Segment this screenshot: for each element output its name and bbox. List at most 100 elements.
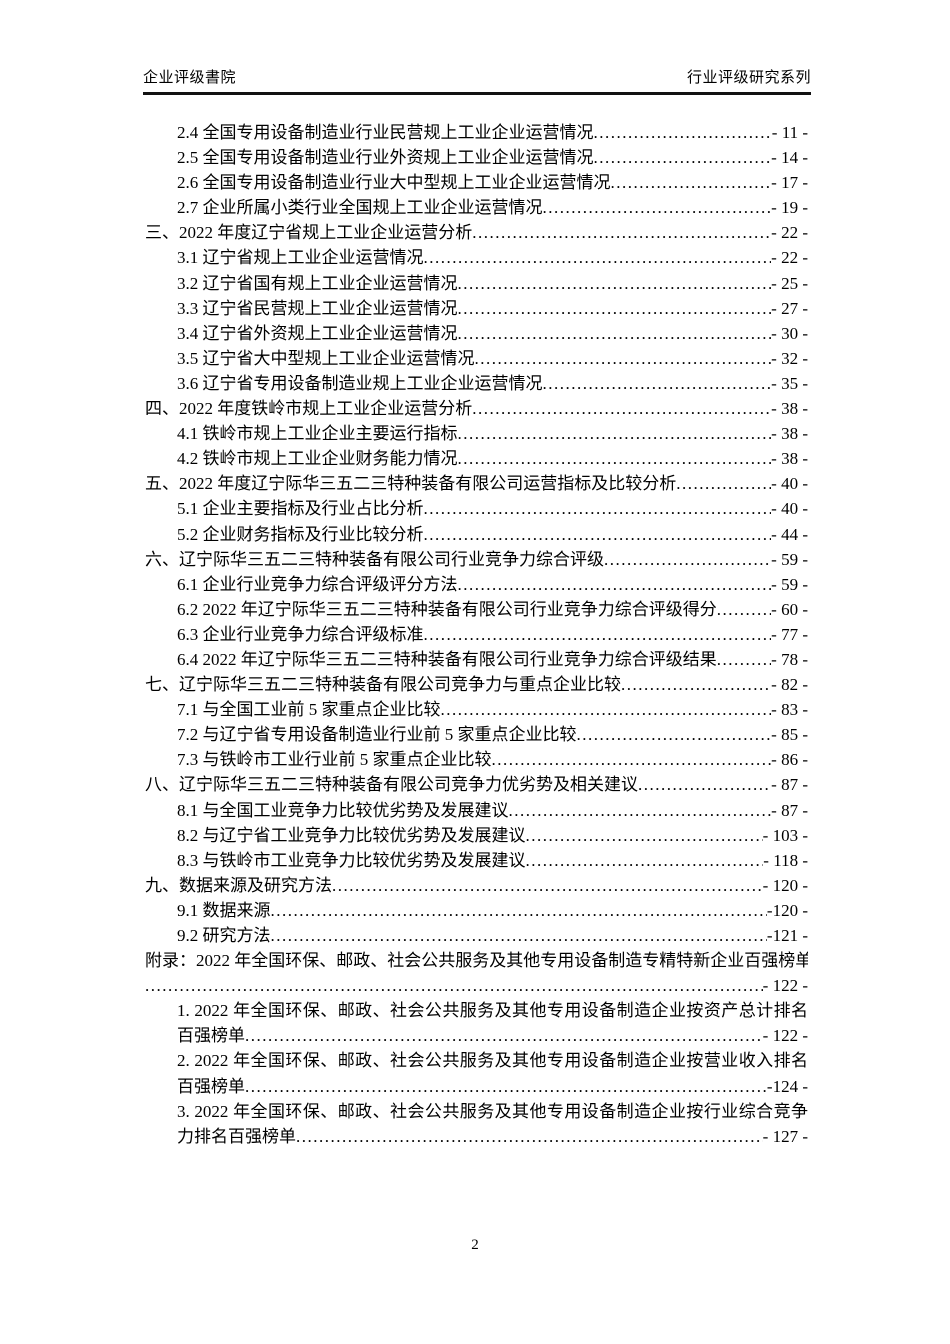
toc-page-number: -120 - [766, 900, 808, 920]
toc-entry[interactable]: 7.3 与铁岭市工业行业前 5 家重点企业比较.................… [145, 747, 808, 772]
toc-entry-text: 5.2 企业财务指标及行业比较分析 [177, 524, 424, 544]
toc-entry[interactable]: 八、辽宁际华三五二三特种装备有限公司竞争力优劣势及相关建议...........… [145, 772, 808, 797]
dot-leader: ........................................… [440, 700, 772, 720]
document-header: 企业评级書院 行业评级研究系列 [143, 66, 811, 95]
toc-entry-text: 9.2 研究方法 [177, 926, 271, 945]
toc-entry[interactable]: 2. 2022 年全国环保、邮政、社会公共服务及其他专用设备制造企业按营业收入排… [145, 1048, 808, 1098]
toc-entry-text: 3. 2022 年全国环保、邮政、社会公共服务及其他专用设备制造企业按行业综合竞… [177, 1101, 808, 1121]
header-right-text: 行业评级研究系列 [686, 70, 811, 86]
toc-entry-text: 3.1 辽宁省规上工业企业运营情况 [177, 248, 424, 268]
dot-leader: ........................................… [542, 373, 772, 393]
toc-entry[interactable]: 7.2 与辽宁省专用设备制造业行业前 5 家重点企业比较............… [145, 722, 808, 747]
toc-entry[interactable]: 2.7 企业所属小类行业全国规上工业企业运营情况................… [145, 195, 808, 220]
toc-entry[interactable]: 9.2 研究方法................................… [145, 923, 808, 948]
toc-entry[interactable]: 2.6 全国专用设备制造业行业大中型规上工业企业运营情况............… [145, 170, 808, 195]
toc-entry[interactable]: 3. 2022 年全国环保、邮政、社会公共服务及其他专用设备制造企业按行业综合竞… [145, 1099, 808, 1149]
toc-entry-text: 5.1 企业主要指标及行业占比分析 [177, 499, 424, 519]
toc-page-number: - 87 - [771, 775, 808, 795]
toc-page-number: - 85 - [771, 725, 808, 745]
toc-entry[interactable]: 9.1 数据来源................................… [145, 898, 808, 923]
toc-entry[interactable]: 四、2022 年度铁岭市规上工业企业运营分析..................… [145, 396, 808, 421]
toc-entry[interactable]: 7.1 与全国工业前 5 家重点企业比较....................… [145, 697, 808, 722]
toc-page-number: - 77 - [771, 624, 808, 644]
toc-entry-text: 六、辽宁际华三五二三特种装备有限公司行业竞争力综合评级 [145, 549, 604, 569]
dot-leader: ........................................… [576, 725, 772, 745]
toc-entry-row: 4.1 铁岭市规上工业企业主要运行指标.....................… [177, 421, 808, 446]
toc-entry-row: 3.4 辽宁省外资规上工业企业运营情况.....................… [177, 321, 808, 346]
toc-entry-text: 3.5 辽宁省大中型规上工业企业运营情况 [177, 348, 475, 368]
toc-entry[interactable]: 3.5 辽宁省大中型规上工业企业运营情况....................… [145, 346, 808, 371]
toc-page-number: - 32 - [771, 348, 808, 368]
toc-entry-text: 8.1 与全国工业竞争力比较优劣势及发展建议 [177, 800, 509, 820]
toc-entry[interactable]: 8.3 与铁岭市工业竞争力比较优劣势及发展建议.................… [145, 848, 808, 873]
toc-entry[interactable]: 五、2022 年度辽宁际华三五二三特种装备有限公司运营指标及比较分析......… [145, 471, 808, 496]
toc-entry-row: 3.2 辽宁省国有规上工业企业运营情况.....................… [177, 271, 808, 296]
dot-leader: ........................................… [457, 449, 772, 469]
toc-entry[interactable]: 3.2 辽宁省国有规上工业企业运营情况.....................… [145, 271, 808, 296]
toc-entry[interactable]: 8.2 与辽宁省工业竞争力比较优劣势及发展建议.................… [145, 823, 808, 848]
toc-entry-text: 2.4 全国专用设备制造业行业民营规上工业企业运营情况 [177, 123, 594, 142]
toc-entry[interactable]: 4.2 铁岭市规上工业企业财务能力情况.....................… [145, 446, 808, 471]
toc-entry[interactable]: 4.1 铁岭市规上工业企业主要运行指标.....................… [145, 421, 808, 446]
dot-leader: ........................................… [593, 148, 772, 168]
toc-entry[interactable]: 6.4 2022 年辽宁际华三五二三特种装备有限公司行业竞争力综合评级结果...… [145, 647, 808, 672]
toc-page-number: - 22 - [771, 223, 808, 243]
toc-entry-row: 7.2 与辽宁省专用设备制造业行业前 5 家重点企业比较............… [177, 722, 808, 747]
page-number: 2 [471, 1237, 479, 1253]
toc-entry-row: 3.6 辽宁省专用设备制造业规上工业企业运营情况................… [177, 371, 808, 396]
toc-page-number: - 27 - [771, 298, 808, 318]
toc-entry[interactable]: 附录：2022 年全国环保、邮政、社会公共服务及其他专用设备制造专精特新企业百强… [145, 948, 808, 998]
dot-leader: ........................................… [270, 926, 767, 945]
toc-page-number: - 103 - [762, 825, 808, 845]
toc-entry-row: 9.1 数据来源................................… [177, 898, 808, 923]
toc-entry-text: 附录：2022 年全国环保、邮政、社会公共服务及其他专用设备制造专精特新企业百强… [145, 951, 808, 971]
toc-entry[interactable]: 六、辽宁际华三五二三特种装备有限公司行业竞争力综合评级.............… [145, 547, 808, 572]
dot-leader: ........................................… [457, 298, 772, 318]
toc-page-number: - 38 - [771, 449, 808, 469]
dot-leader: ........................................… [474, 348, 772, 368]
toc-entry[interactable]: 3.6 辽宁省专用设备制造业规上工业企业运营情况................… [145, 371, 808, 396]
toc-entry[interactable]: 6.3 企业行业竞争力综合评级标准.......................… [145, 622, 808, 647]
toc-page-number: - 122 - [762, 976, 808, 996]
toc-entry[interactable]: 6.1 企业行业竞争力综合评级评分方法.....................… [145, 572, 808, 597]
dot-leader: ........................................… [423, 624, 772, 644]
dot-leader: ........................................… [270, 900, 767, 920]
dot-leader: ........................................… [525, 825, 763, 845]
toc-entry-text: 百强榜单 [177, 1026, 245, 1046]
toc-page-number: - 40 - [771, 474, 808, 494]
toc-page-number: - 17 - [771, 173, 808, 193]
toc-page-number: - 38 - [771, 399, 808, 419]
toc-entry[interactable]: 5.2 企业财务指标及行业比较分析.......................… [145, 522, 808, 547]
toc-entry-row: 6.1 企业行业竞争力综合评级评分方法.....................… [177, 572, 808, 597]
toc-entry[interactable]: 3.4 辽宁省外资规上工业企业运营情况.....................… [145, 321, 808, 346]
toc-entry[interactable]: 1. 2022 年全国环保、邮政、社会公共服务及其他专用设备制造企业按资产总计排… [145, 998, 808, 1048]
toc-entry[interactable]: 3.1 辽宁省规上工业企业运营情况.......................… [145, 245, 808, 270]
toc-page-number: - 40 - [771, 499, 808, 519]
toc-entry[interactable]: 5.1 企业主要指标及行业占比分析.......................… [145, 496, 808, 521]
toc-entry-text: 八、辽宁际华三五二三特种装备有限公司竞争力优劣势及相关建议 [145, 775, 638, 795]
toc-entry[interactable]: 九、数据来源及研究方法.............................… [145, 873, 808, 898]
toc-page-number: -121 - [766, 926, 808, 945]
toc-entry[interactable]: 8.1 与全国工业竞争力比较优劣势及发展建议..................… [145, 798, 808, 823]
toc-entry[interactable]: 2.5 全国专用设备制造业行业外资规上工业企业运营情况.............… [145, 145, 808, 170]
toc-entry[interactable]: 2.4 全国专用设备制造业行业民营规上工业企业运营情况.............… [145, 120, 808, 145]
toc-page-number: - 87 - [771, 800, 808, 820]
toc-entry-row: 5.2 企业财务指标及行业比较分析.......................… [177, 522, 808, 547]
toc-page-number: - 86 - [771, 750, 808, 770]
toc-entry[interactable]: 三、2022 年度辽宁省规上工业企业运营分析..................… [145, 220, 808, 245]
dot-leader: ........................................… [332, 875, 763, 895]
toc-page-number: - 19 - [771, 198, 808, 218]
toc-entry-row: 5.1 企业主要指标及行业占比分析.......................… [177, 496, 808, 521]
toc-page-number: - 44 - [771, 524, 808, 544]
toc-entry[interactable]: 七、辽宁际华三五二三特种装备有限公司竞争力与重点企业比较............… [145, 672, 808, 697]
toc-entry-text: 4.2 铁岭市规上工业企业财务能力情况 [177, 449, 458, 469]
toc-entry-row: 九、数据来源及研究方法.............................… [145, 873, 808, 898]
toc-entry-row: 2.5 全国专用设备制造业行业外资规上工业企业运营情况.............… [177, 145, 808, 170]
toc-entry-text: 三、2022 年度辽宁省规上工业企业运营分析 [145, 223, 473, 243]
toc-entry[interactable]: 3.3 辽宁省民营规上工业企业运营情况.....................… [145, 296, 808, 321]
toc-page-number: - 127 - [762, 1126, 808, 1146]
toc-page-number: -124 - [766, 1076, 808, 1096]
dot-leader: ........................................… [621, 675, 772, 695]
toc-entry-row: 8.1 与全国工业竞争力比较优劣势及发展建议..................… [177, 798, 808, 823]
toc-entry[interactable]: 6.2 2022 年辽宁际华三五二三特种装备有限公司行业竞争力综合评级得分...… [145, 597, 808, 622]
